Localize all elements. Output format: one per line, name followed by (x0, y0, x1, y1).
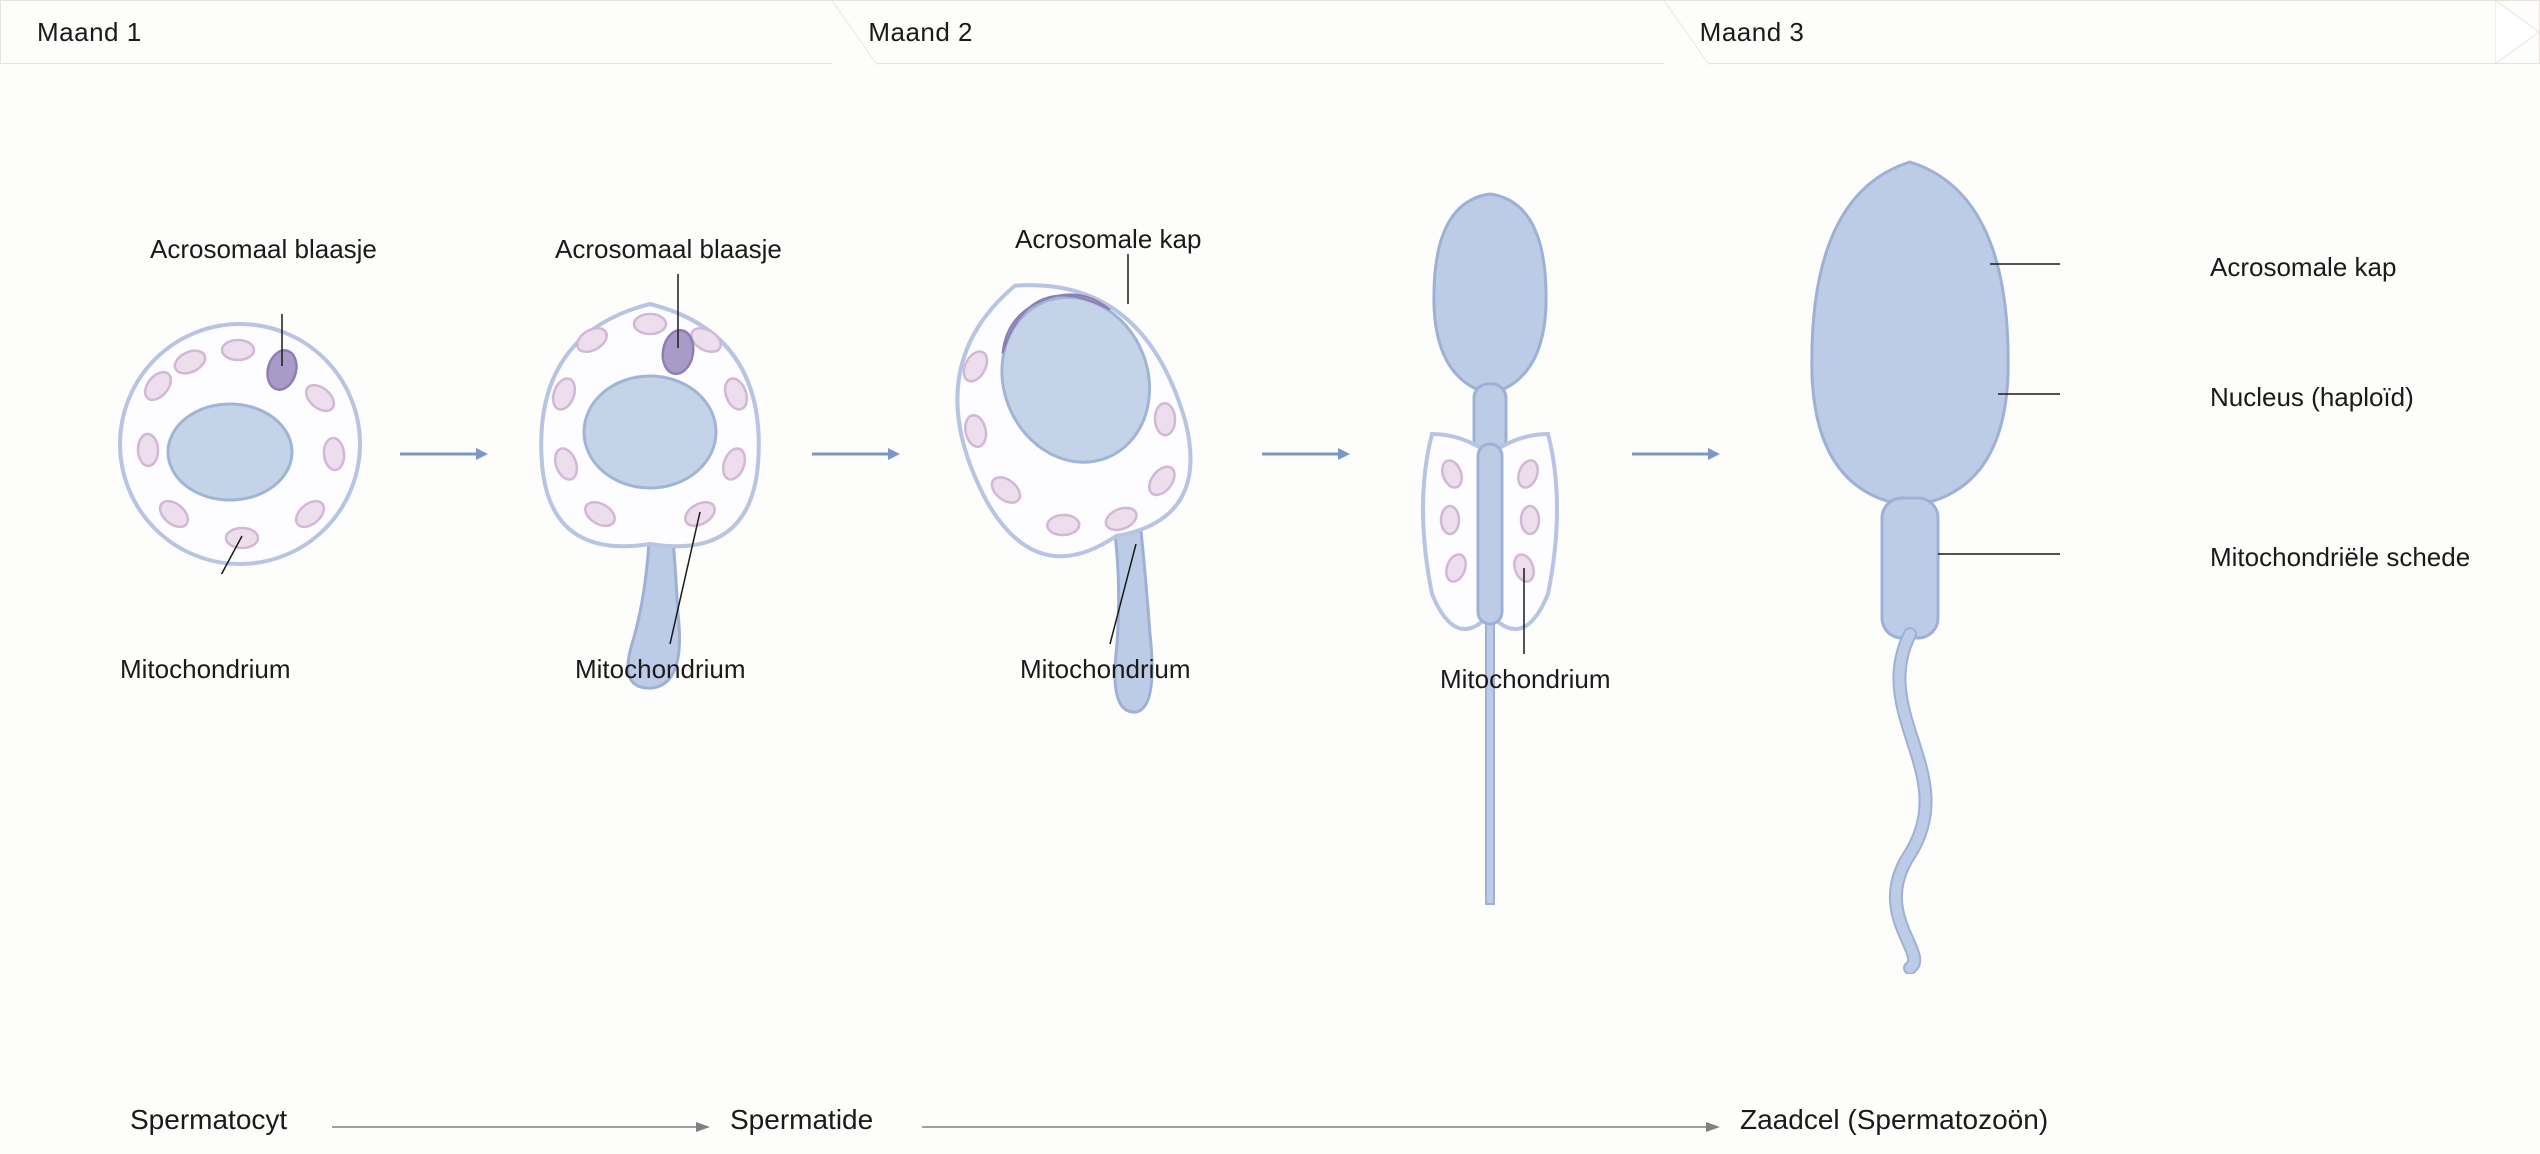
label-mito-2: Mitochondrium (575, 654, 746, 685)
bottom-stage-3: Zaadcel (Spermatozoön) (1740, 1104, 2048, 1136)
label-acro-vesicle-2: Acrosomaal blaasje (555, 234, 782, 265)
stage-1-spermatocyt (110, 314, 370, 574)
progress-arrow-3 (1260, 444, 1350, 464)
timeline-arrow-cap (2495, 1, 2539, 63)
label-acro-cap: Acrosomale kap (1015, 224, 1201, 255)
stage-5-spermatozoon (1760, 154, 2060, 974)
stage-2-spermatid-early (500, 274, 800, 714)
bottom-stage-2: Spermatide (730, 1104, 873, 1136)
label-mito-sheath-right: Mitochondriële schede (2210, 542, 2470, 573)
stage-4-spermatid-late (1370, 184, 1610, 924)
timeline-seg-1: Maand 1 (1, 1, 832, 63)
progress-arrow-2 (810, 444, 900, 464)
label-mito-3: Mitochondrium (1020, 654, 1191, 685)
timeline-seg-3: Maand 3 (1664, 1, 2495, 63)
label-nucleus-right: Nucleus (haploïd) (2210, 382, 2414, 413)
bottom-stage-1: Spermatocyt (130, 1104, 287, 1136)
bottom-arrow-1 (330, 1120, 710, 1122)
timeline-label-2: Maand 2 (868, 17, 973, 48)
timeline-label-3: Maand 3 (1700, 17, 1805, 48)
label-mito-1: Mitochondrium (120, 654, 291, 685)
timeline-label-1: Maand 1 (37, 17, 142, 48)
diagram-canvas: Acrosomaal blaasje Mitochondrium Acros (0, 64, 2540, 1154)
bottom-arrow-2 (920, 1120, 1720, 1122)
timeline-seg-2: Maand 2 (832, 1, 1663, 63)
label-mito-4: Mitochondrium (1440, 664, 1611, 695)
progress-arrow-4 (1630, 444, 1720, 464)
label-acro-cap-right: Acrosomale kap (2210, 252, 2396, 283)
label-acro-vesicle-1: Acrosomaal blaasje (150, 234, 377, 265)
progress-arrow-1 (398, 444, 488, 464)
timeline-bar: Maand 1 Maand 2 Maand 3 (0, 0, 2540, 64)
